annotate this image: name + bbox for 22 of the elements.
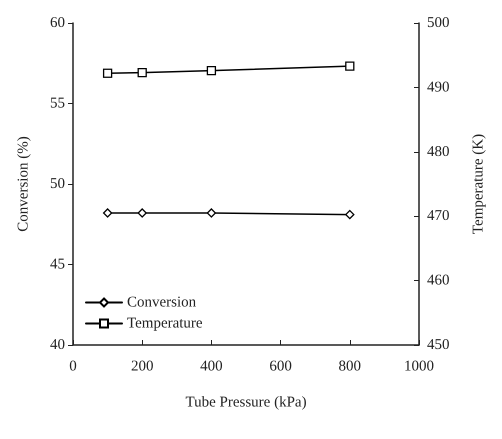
x-tick-label: 800 [338, 358, 362, 374]
y2-tick-label: 470 [427, 208, 450, 224]
y-axis-title: Conversion (%) [16, 136, 32, 232]
x-tick-label: 400 [200, 358, 223, 374]
x-tick-label: 0 [69, 358, 77, 374]
y2-tick-label: 480 [427, 144, 450, 160]
y2-tick-label: 460 [427, 272, 450, 289]
x-tick-label: 200 [130, 358, 154, 374]
y2-tick-label: 450 [427, 337, 450, 353]
y2-axis-title: Temperature (K) [470, 134, 486, 234]
y-tick-label: 55 [50, 96, 65, 112]
y-tick-label: 40 [50, 337, 65, 353]
x-tick-label: 600 [269, 358, 292, 374]
y2-tick-label: 490 [427, 79, 450, 96]
x-axis-title: Tube Pressure (kPa) [185, 394, 307, 410]
legend-label: Conversion [127, 294, 197, 310]
y-tick-label: 45 [50, 256, 65, 272]
y-tick-label: 60 [50, 15, 65, 31]
legend-label: Temperature [127, 316, 203, 332]
x-tick-label: 1000 [404, 358, 434, 374]
y2-tick-label: 500 [427, 15, 450, 31]
y-tick-label: 50 [50, 176, 65, 192]
